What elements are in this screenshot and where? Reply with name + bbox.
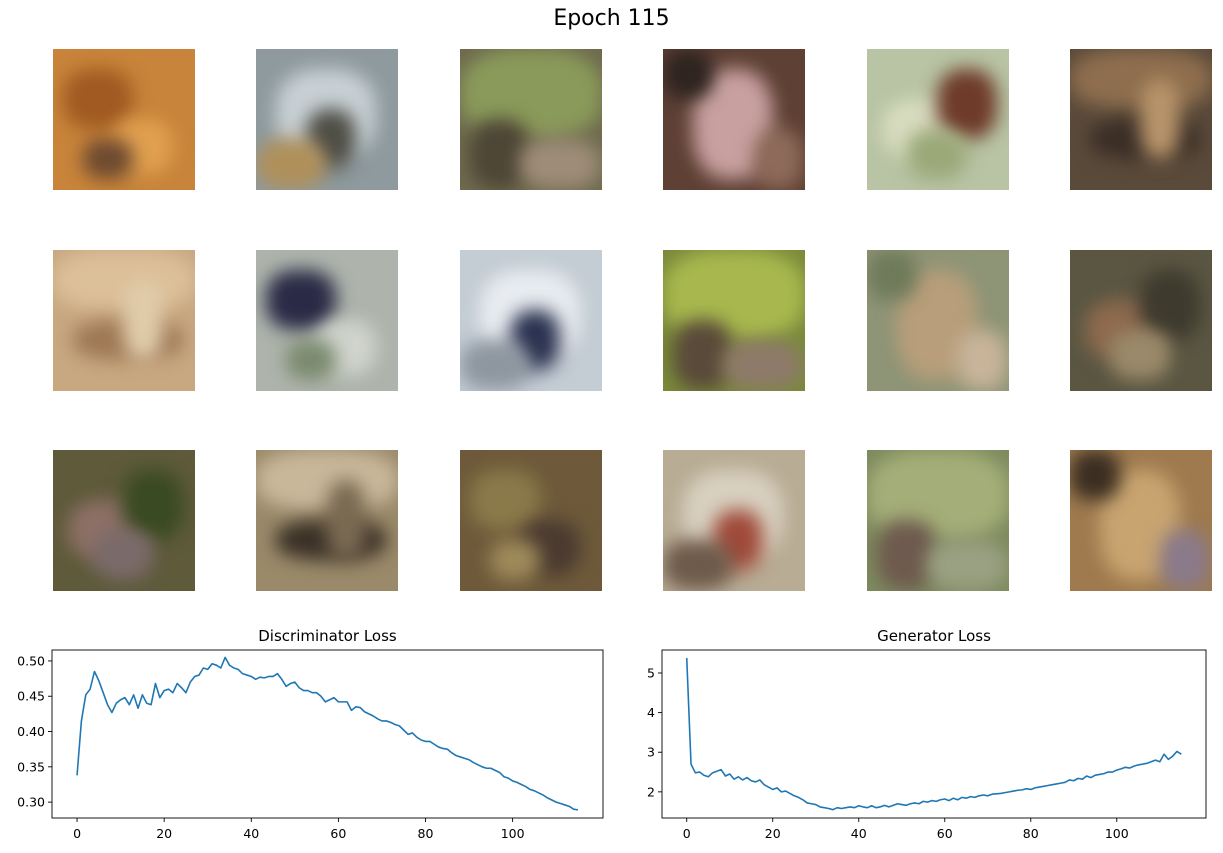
disc-xtick-label: 100	[501, 826, 525, 841]
generated-image-14	[256, 450, 398, 591]
generated-image-17	[867, 450, 1009, 591]
gen-ytick-label: 3	[647, 745, 655, 760]
generated-image-15	[460, 450, 602, 591]
gen-loss-line	[685, 657, 1182, 811]
disc-xtick-label: 40	[243, 826, 259, 841]
gen-xtick-label: 80	[1023, 826, 1039, 841]
generated-image-6	[1070, 49, 1212, 190]
generated-image-5	[867, 49, 1009, 190]
gen-ytick-label: 2	[647, 784, 655, 799]
generated-image-3	[460, 49, 602, 190]
gen-axes-frame	[661, 649, 1207, 819]
generated-image-18	[1070, 450, 1212, 591]
figure-title: Epoch 115	[553, 6, 670, 31]
disc-chart-title: Discriminator Loss	[258, 627, 397, 645]
disc-ytick-label: 0.40	[17, 724, 45, 739]
generated-image-7	[53, 250, 195, 391]
disc-xtick-label: 0	[73, 826, 81, 841]
disc-xtick-label: 80	[418, 826, 434, 841]
generated-image-11	[867, 250, 1009, 391]
gen-xtick-label: 0	[683, 826, 691, 841]
disc-ytick-label: 0.50	[17, 653, 45, 668]
generated-image-12	[1070, 250, 1212, 391]
generated-image-10	[663, 250, 805, 391]
gen-xtick-label: 100	[1105, 826, 1129, 841]
disc-loss-line	[76, 656, 579, 811]
generated-image-1	[53, 49, 195, 190]
generated-image-2	[256, 49, 398, 190]
gen-xtick-label: 40	[851, 826, 867, 841]
generated-image-16	[663, 450, 805, 591]
gen-xtick-label: 20	[765, 826, 781, 841]
gen-ytick-label: 5	[647, 665, 655, 680]
disc-xtick-label: 60	[330, 826, 346, 841]
generated-image-13	[53, 450, 195, 591]
disc-ytick-label: 0.45	[17, 689, 45, 704]
disc-ytick-label: 0.30	[17, 795, 45, 810]
gen-xtick-label: 60	[937, 826, 953, 841]
gen-ytick-label: 4	[647, 705, 655, 720]
generated-image-9	[460, 250, 602, 391]
gen-chart-title: Generator Loss	[877, 627, 991, 645]
disc-axes-frame	[51, 649, 604, 819]
generated-image-8	[256, 250, 398, 391]
generated-image-4	[663, 49, 805, 190]
disc-xtick-label: 20	[156, 826, 172, 841]
disc-ytick-label: 0.35	[17, 759, 45, 774]
